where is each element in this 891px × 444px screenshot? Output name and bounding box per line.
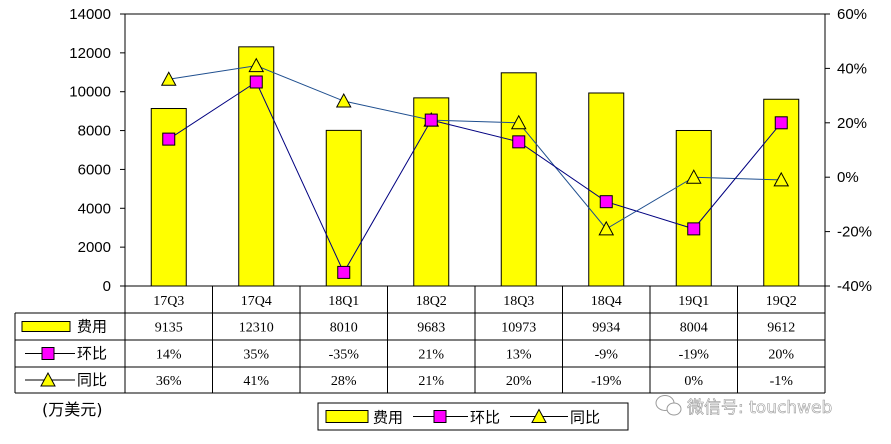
wechat-icon-bubble <box>666 402 682 416</box>
bar-19Q2 <box>763 98 800 287</box>
category-label-18Q4: 18Q4 <box>591 294 622 309</box>
table-cell-环比-17Q4: 35% <box>243 348 269 363</box>
watermark-text: 微信号: touchweb <box>687 398 832 418</box>
table-cell-环比-19Q2: 20% <box>768 348 794 363</box>
category-label-17Q4: 17Q4 <box>241 294 272 309</box>
row-key-费用 <box>21 321 71 332</box>
right-axis-tick-label: -40% <box>837 278 872 295</box>
table-cell-同比-18Q2: 21% <box>418 374 444 389</box>
left-axis-tick-label: 6000 <box>78 161 111 178</box>
point-同比-18Q3 <box>510 114 527 130</box>
table-cell-费用-19Q1: 8004 <box>680 321 708 336</box>
table-row-label-同比: 同比 <box>77 371 107 389</box>
bar-19Q1 <box>675 129 712 287</box>
bar-18Q4 <box>588 92 625 287</box>
left-axis-tick-label: 12000 <box>69 45 111 62</box>
legend-label-环比: 环比 <box>470 409 500 427</box>
table-cell-费用-18Q4: 9934 <box>592 321 620 336</box>
series-line-环比 <box>168 81 782 274</box>
point-环比-18Q2 <box>424 113 438 127</box>
legend-key-bar <box>325 410 369 423</box>
table-cell-同比-19Q2: -1% <box>770 374 794 389</box>
right-axis-tick-label: 0% <box>837 169 859 186</box>
category-label-18Q1: 18Q1 <box>328 294 359 309</box>
table-cell-环比-18Q1: -35% <box>329 348 360 363</box>
point-环比-17Q3 <box>162 132 176 146</box>
category-label-19Q1: 19Q1 <box>678 294 709 309</box>
point-同比-17Q3 <box>160 71 177 86</box>
table-cell-同比-17Q4: 41% <box>243 374 269 389</box>
legend-box <box>317 402 629 431</box>
category-label-18Q3: 18Q3 <box>503 294 534 309</box>
category-label-17Q3: 17Q3 <box>153 294 184 309</box>
legend-key-square <box>433 410 447 423</box>
table-row-label-费用: 费用 <box>77 318 107 336</box>
table-cell-费用-19Q2: 9612 <box>767 321 795 336</box>
point-同比-19Q2 <box>773 171 790 187</box>
bar-18Q3 <box>500 72 537 287</box>
table-cell-同比-19Q1: 0% <box>684 374 703 389</box>
table-cell-费用-18Q1: 8010 <box>330 321 358 336</box>
point-同比-17Q4 <box>248 57 265 73</box>
category-label-18Q2: 18Q2 <box>416 294 447 309</box>
left-axis-tick-label: 8000 <box>78 123 111 140</box>
point-同比-19Q1 <box>685 169 702 184</box>
left-axis-tick-label: 10000 <box>69 84 111 101</box>
left-axis-unit-label: (万美元) <box>42 400 103 419</box>
left-axis-tick-label: 0 <box>103 278 111 295</box>
table-cell-环比-18Q4: -9% <box>595 348 619 363</box>
point-同比-18Q1 <box>335 92 352 108</box>
table-cell-环比-18Q2: 21% <box>418 348 444 363</box>
point-环比-17Q4 <box>249 75 263 89</box>
right-axis-tick-label: 20% <box>837 115 867 132</box>
table-cell-费用-18Q3: 10973 <box>501 321 536 336</box>
point-环比-19Q2 <box>774 116 788 130</box>
table-cell-同比-17Q3: 36% <box>156 374 182 389</box>
legend-label-费用: 费用 <box>373 409 403 427</box>
table-cell-费用-17Q4: 12310 <box>239 321 274 336</box>
point-同比-18Q4 <box>598 220 615 236</box>
row-key-同比 <box>40 371 56 387</box>
category-label-19Q2: 19Q2 <box>766 294 797 309</box>
table-row-label-环比: 环比 <box>77 345 107 363</box>
legend-label-同比: 同比 <box>570 409 600 427</box>
table-cell-同比-18Q3: 20% <box>506 374 532 389</box>
row-key-环比 <box>41 347 55 360</box>
point-环比-18Q4 <box>599 195 613 209</box>
right-axis-tick-label: 60% <box>837 6 867 23</box>
table-cell-同比-18Q4: -19% <box>591 374 622 389</box>
table-cell-费用-18Q2: 9683 <box>417 321 445 336</box>
table-cell-同比-18Q1: 28% <box>331 374 357 389</box>
table-cell-环比-18Q3: 13% <box>506 348 532 363</box>
point-环比-18Q3 <box>512 135 526 149</box>
left-axis-tick-label: 2000 <box>78 239 111 256</box>
legend-key-triangle <box>531 408 547 423</box>
right-axis-tick-label: 40% <box>837 60 867 77</box>
left-axis-tick-label: 4000 <box>78 200 111 217</box>
table-cell-费用-17Q3: 9135 <box>155 321 183 336</box>
point-环比-19Q1 <box>687 222 701 236</box>
table-cell-环比-17Q3: 14% <box>156 348 182 363</box>
point-环比-18Q1 <box>337 265 351 279</box>
table-cell-环比-19Q1: -19% <box>679 348 710 363</box>
series-line-同比 <box>168 65 782 230</box>
bar-18Q1 <box>325 129 362 287</box>
plot-area <box>124 13 826 287</box>
bar-18Q2 <box>413 97 450 287</box>
right-axis-tick-label: -20% <box>837 224 872 241</box>
left-axis-tick-label: 14000 <box>69 6 111 23</box>
